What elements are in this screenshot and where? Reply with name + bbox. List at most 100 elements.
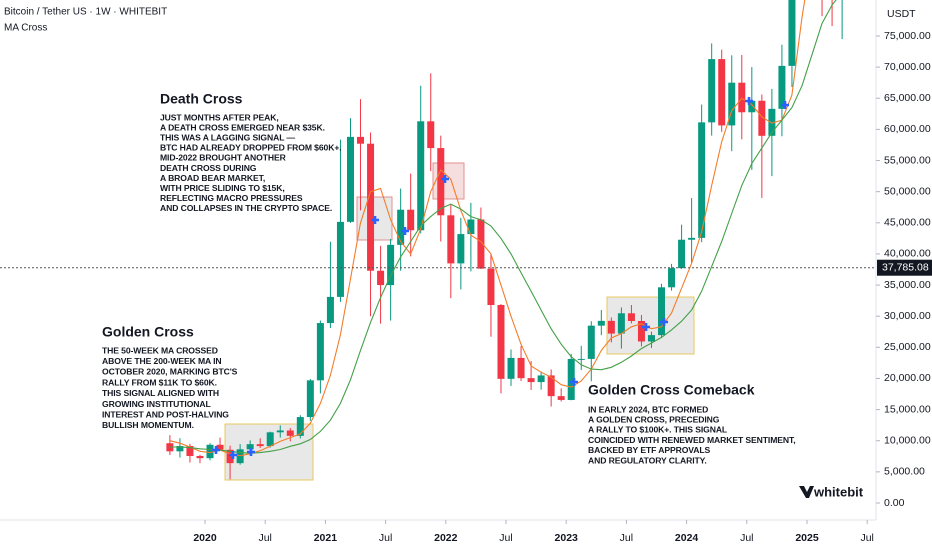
candle-body [357,136,365,144]
candle-body [617,313,625,334]
candle-body [678,239,686,269]
ma-line [169,0,806,457]
x-tick-label: 2023 [555,532,579,544]
candle-body [547,375,555,397]
candle-body [226,449,234,464]
brand: whitebit [813,484,864,499]
annotation-line: MID-2022 BROUGHT ANOTHER [160,153,287,163]
y-tick-label: 20,000.00 [884,372,931,384]
annotation-line: THE 50-WEEK MA CROSSED [102,345,218,355]
candle-body [557,396,565,400]
candle-body [517,357,525,379]
candle-body [346,136,354,222]
y-tick-label: 55,000.00 [884,154,931,166]
candle-body [728,82,736,126]
x-tick-label: 2025 [795,532,819,544]
candle-body [457,234,465,264]
candle-body [748,100,756,113]
annotation-line: RALLY FROM $11K TO $60K. [102,377,217,387]
annotation-line: BACKED BY ETF APPROVALS [588,445,711,455]
candle-body [447,215,455,264]
annotation-line: BULLISH MOMENTUM. [102,420,194,430]
x-tick-label: Jul [860,532,873,544]
y-tick-label: 40,000.00 [884,248,931,260]
x-tick-label: Jul [499,532,512,544]
candle-body [216,444,224,450]
cross-marker [441,175,449,183]
y-tick-label: 45,000.00 [884,217,931,229]
cross-marker [212,446,220,454]
y-tick-label: 75,000.00 [884,30,931,42]
x-tick-label: 2021 [314,532,338,544]
annotation-line: REFLECTING MACRO PRESSURES [160,193,303,203]
candle-body [477,219,485,269]
candle-body [256,444,264,447]
candle-body [417,121,425,231]
candle-body [186,446,194,456]
cross-marker [570,378,578,386]
cross-marker [642,323,650,331]
candle-body [246,444,254,450]
candle-body [627,313,635,321]
candle-body [206,444,214,459]
cross-marker [247,448,255,456]
cross-marker [371,216,379,224]
candle-body [607,320,615,334]
y-tick-label: 50,000.00 [884,185,931,197]
cross-marker [401,227,409,235]
candle-body [377,270,385,286]
annotation-line: JUST MONTHS AFTER PEAK, [160,112,279,122]
x-tick-label: Jul [258,532,271,544]
y-tick-label: 10,000.00 [884,435,931,447]
candle-body [367,143,375,271]
cross-marker [781,101,789,109]
brand-logo: whitebit [799,484,864,499]
cross-markers [212,97,789,459]
candle-body [286,430,294,436]
candle-body [688,237,696,240]
y-tick-label: 30,000.00 [884,310,931,322]
cross-marker [745,97,753,105]
annotation-title: Death Cross [160,91,243,107]
annotation-line: AND COLLAPSES IN THE CRYPTO SPACE. [160,203,332,213]
candle-body [597,320,605,326]
candle-body [668,268,676,288]
candle-body [296,417,304,436]
annotation-line: ABOVE THE 200-WEEK MA IN [102,356,222,366]
candle-body [778,65,786,109]
candle-body [637,320,645,342]
candle-body [306,380,314,418]
candle-body [497,304,505,379]
last-price-tag [877,259,932,276]
candle-body [166,443,174,452]
candle-body [316,323,324,381]
candle-body [698,122,706,238]
symbol: Bitcoin / Tether US · 1W · WHITEBIT [4,7,167,18]
candle-body [708,59,716,123]
annotation-line: IN EARLY 2024, BTC FORMED [588,404,708,414]
candle-body [507,357,515,379]
x-tick-label: Jul [620,532,633,544]
last-price-label: 37,785.08 [882,262,929,274]
candle-body [336,221,344,297]
candle-body [276,430,284,433]
candle-body [176,446,184,452]
candle-body [196,455,204,459]
annotation-line: THIS WAS A LAGGING SIGNAL — [160,132,295,142]
candle-body [527,378,535,383]
annotation-title: Golden Cross Comeback [588,382,755,398]
y-tick-label: 0.00 [884,497,905,509]
y-tick-label: 70,000.00 [884,61,931,73]
candle-body [587,325,595,359]
indicator: MA Cross [4,23,47,34]
x-tick-label: 2024 [675,532,699,544]
candle-body [266,432,274,447]
annotation-line: A BROAD BEAR MARKET, [160,173,265,183]
candle-body [718,59,726,126]
annotation-line: DEATH CROSS DURING [160,163,257,173]
x-tick-label: 2020 [193,532,217,544]
candle-body [647,335,655,342]
candle-body [537,375,545,383]
annotation-line: WITH PRICE SLIDING TO $15K, [160,183,285,193]
